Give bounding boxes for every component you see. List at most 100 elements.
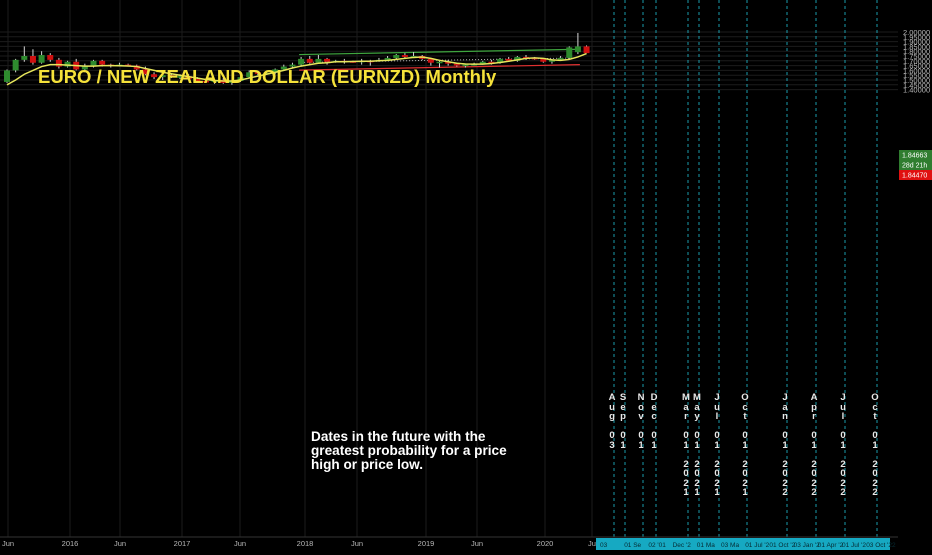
candle <box>324 57 331 65</box>
candle <box>55 57 62 69</box>
x-tick-label: 2018 <box>297 539 314 548</box>
candle-body <box>194 79 201 81</box>
candle-body <box>168 75 175 78</box>
last-price-tag: 1.84663 <box>899 150 932 160</box>
candle-body <box>384 57 391 60</box>
candle-body <box>228 80 235 83</box>
candle <box>246 70 253 79</box>
candle-body <box>272 69 279 73</box>
forecast-axis-label: 01 Ma <box>697 542 715 549</box>
x-tick-label: Ju <box>588 539 596 548</box>
candle-body <box>315 58 322 63</box>
annotation-note: Dates in the future with the greatest pr… <box>311 429 507 472</box>
x-tick-label: Jun <box>234 539 246 548</box>
candle <box>64 60 71 68</box>
candle-body <box>505 58 512 61</box>
forecast-axis-label: 01 Se <box>624 542 641 549</box>
candle-body <box>393 55 400 58</box>
candle-body <box>133 65 140 70</box>
y-tick-label: 1.70000 <box>903 57 930 66</box>
candle <box>289 62 296 68</box>
bid-price-tag-text: 1.84470 <box>902 173 927 180</box>
candle-body <box>540 58 547 62</box>
candle-body <box>99 60 106 65</box>
x-tick-label: 2016 <box>62 539 79 548</box>
candle <box>47 53 54 62</box>
candle-body <box>488 61 495 64</box>
candle <box>38 51 45 64</box>
y-tick-label: 1.85000 <box>903 42 930 51</box>
upper-channel-line <box>299 48 580 56</box>
forecast-axis-label: 01 Oct '2 <box>769 542 795 549</box>
x-tick-label: 2017 <box>174 539 191 548</box>
forecast-axis-label: 02 '01 <box>648 542 666 549</box>
candle <box>306 56 313 64</box>
grid-lines <box>0 0 898 537</box>
forecast-axis-label: 01 Jul '2 <box>842 542 866 549</box>
countdown-tag: 28d 21h <box>899 160 932 170</box>
candle <box>12 58 19 73</box>
candle <box>151 72 158 80</box>
candle <box>272 68 279 75</box>
candle-body <box>177 76 183 78</box>
forecast-axis-label: 03 Jan '2 <box>794 542 821 549</box>
y-tick-label: 1.50000 <box>903 76 930 85</box>
candle-body <box>401 55 408 57</box>
y-tick-label: 1.40000 <box>903 86 930 95</box>
candle-body <box>298 58 305 65</box>
candle-body <box>280 66 287 70</box>
countdown-tag-bg <box>899 160 932 170</box>
candle <box>280 64 287 71</box>
x-tick-label: Jun <box>2 539 14 548</box>
candle-body <box>81 65 88 70</box>
candle <box>254 71 261 76</box>
candle <box>445 59 452 66</box>
candle <box>566 46 573 59</box>
candle-body <box>306 58 313 63</box>
candle-body <box>29 56 36 63</box>
y-tick-label: 1.65000 <box>903 62 930 71</box>
y-tick-label: 1.55000 <box>903 71 930 80</box>
candle-body <box>246 72 253 78</box>
candle-body <box>324 58 331 62</box>
candle <box>514 56 521 62</box>
x-tick-label: Jun <box>114 539 126 548</box>
candle-body <box>254 72 261 74</box>
candle <box>133 64 140 71</box>
candle <box>298 56 305 66</box>
candle-body <box>574 46 581 53</box>
bid-price-tag: 1.84470 <box>899 170 932 180</box>
x-axis: Jun 2016 Jun 2017 Jun 2018 Jun 2019 Jun 2020 Ju 03 0… <box>0 536 898 550</box>
countdown-tag-text: 28d 21h <box>902 163 927 170</box>
forecast-axis-label: Dec '2 <box>673 542 692 549</box>
y-tick-label: 1.80000 <box>903 47 930 56</box>
y-tick-label: 1.95000 <box>903 33 930 42</box>
candle <box>29 49 36 65</box>
bid-price-tag-bg <box>899 170 932 180</box>
candle-body <box>566 47 573 58</box>
candle <box>159 73 166 80</box>
y-tick-label: 1.75000 <box>903 52 930 61</box>
last-price-tag-text: 1.84663 <box>902 153 927 160</box>
forecast-axis-highlight <box>596 538 890 550</box>
candle-body <box>21 56 28 60</box>
x-tick-label: Jun <box>351 539 363 548</box>
candle <box>557 56 564 60</box>
candle-body <box>462 64 469 67</box>
candle-body <box>497 58 504 63</box>
x-tick-label: Jun <box>471 539 483 548</box>
candle-body <box>436 61 443 64</box>
forecast-axis-label: 03 Ma <box>721 542 739 549</box>
